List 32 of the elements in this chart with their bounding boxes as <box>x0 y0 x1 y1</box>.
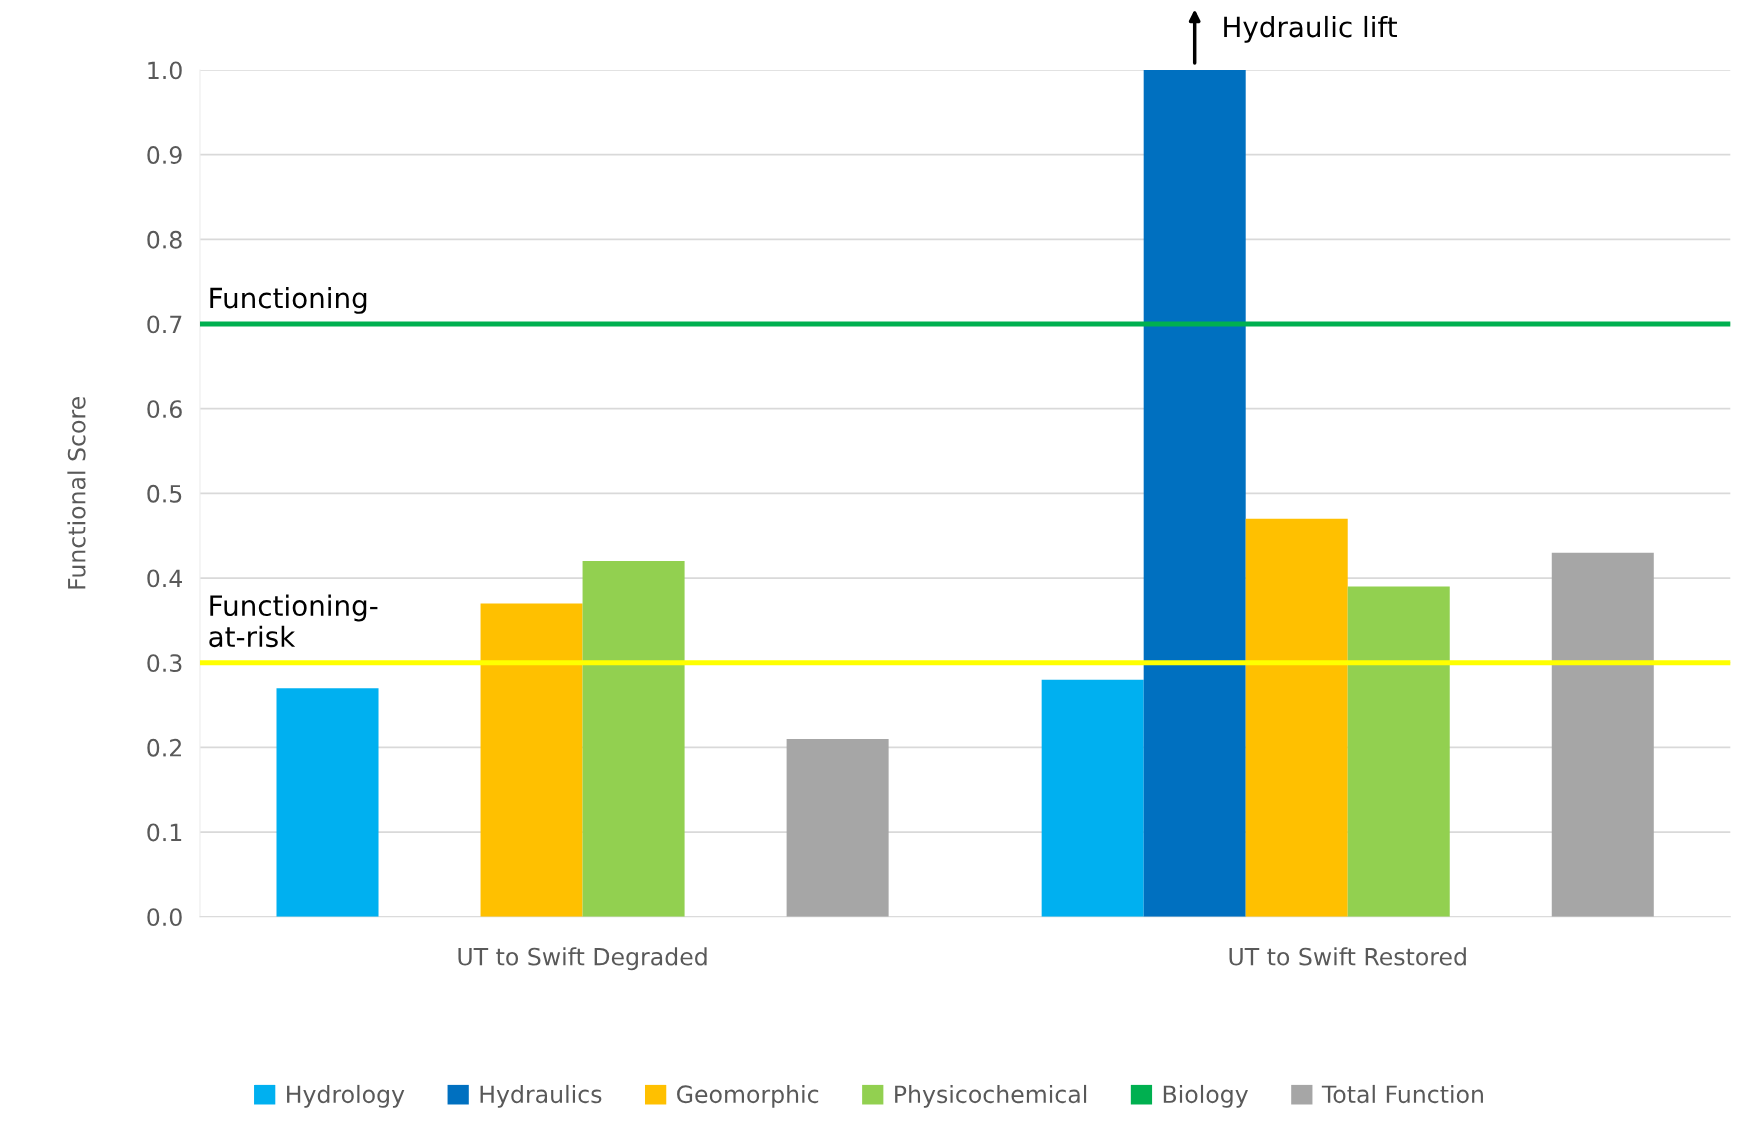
y-tick-label: 0.8 <box>147 230 182 249</box>
text: Hydraulic lift <box>1224 15 1397 43</box>
y-tick-label: 0.9 <box>147 146 182 164</box>
legend-label: Hydraulics <box>480 1084 602 1108</box>
y-tick-label: 0.2 <box>147 738 181 757</box>
y-tick-label: 0.3 <box>147 654 182 673</box>
y-tick-label: 0.7 <box>147 315 182 334</box>
y-tick-label: 0.6 <box>147 400 182 418</box>
y-tick-label: 0.5 <box>147 484 182 503</box>
legend-label: Geomorphic <box>677 1084 819 1108</box>
legend-label: Physicochemical <box>895 1084 1087 1108</box>
ref-line-label: Functioning- at-risk <box>209 594 378 648</box>
bar <box>1347 586 1450 917</box>
bar <box>1041 679 1144 917</box>
ref-line-label: Functioning <box>210 286 367 314</box>
legend-label: Biology <box>1163 1084 1248 1108</box>
y-axis-title: Functional Score <box>67 397 86 589</box>
bar <box>786 738 889 917</box>
bar <box>480 603 583 917</box>
x-tick-label: UT to Swift Restored <box>1229 947 1466 966</box>
y-tick-label: 1.0 <box>148 61 182 80</box>
bar <box>1245 518 1348 917</box>
x-tick-label: UT to Swift Degraded <box>458 947 707 971</box>
bar <box>276 688 379 917</box>
bar <box>1551 552 1654 917</box>
bar <box>582 561 685 917</box>
y-tick-label: 0.4 <box>147 569 182 588</box>
y-tick-label: 0.0 <box>147 908 182 927</box>
legend-label: Hydrology <box>287 1084 405 1108</box>
legend-label: Total Function <box>1321 1084 1483 1104</box>
y-tick-label: 0.1 <box>147 823 182 842</box>
bar <box>1143 70 1246 917</box>
